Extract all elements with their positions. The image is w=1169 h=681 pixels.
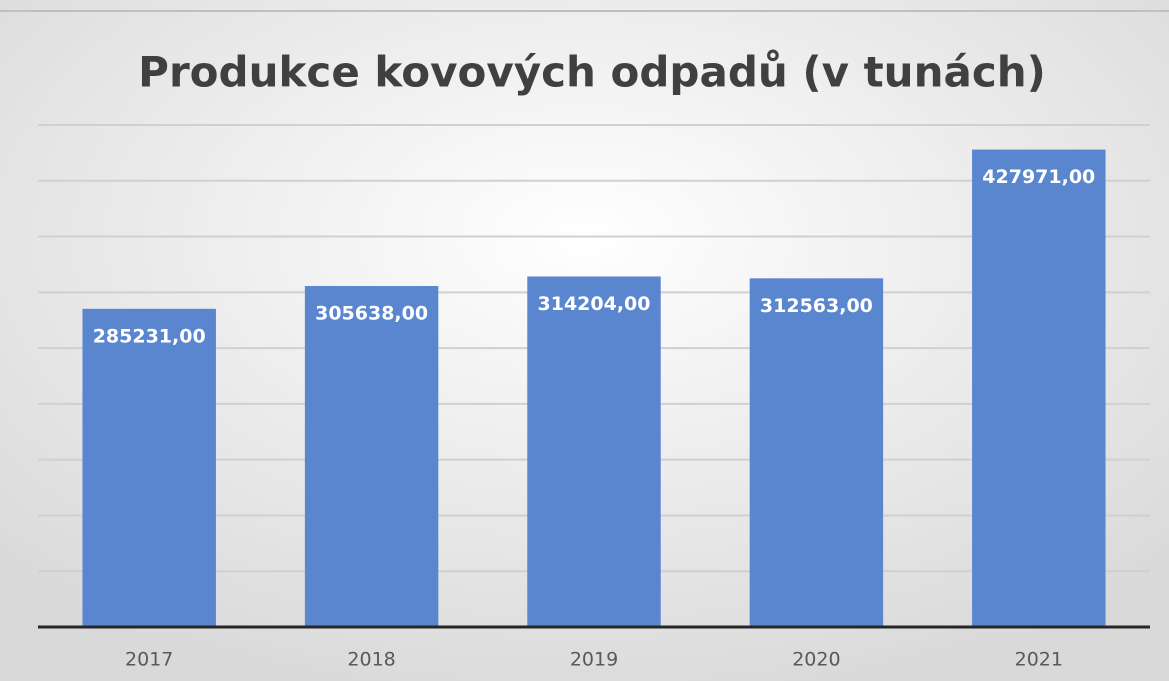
data-label: 314204,00 — [538, 293, 651, 315]
chart-title: Produkce kovových odpadů (v tunách) — [138, 48, 1046, 97]
bar — [304, 286, 439, 627]
bar — [82, 308, 216, 627]
data-label: 285231,00 — [93, 325, 206, 347]
bar — [527, 276, 661, 627]
x-tick-label: 2018 — [347, 649, 395, 671]
x-tick-label: 2017 — [125, 649, 173, 671]
data-label: 312563,00 — [760, 295, 873, 317]
bar — [749, 278, 884, 627]
x-tick-label: 2021 — [1015, 649, 1063, 671]
x-tick-label: 2020 — [792, 649, 840, 671]
bar — [972, 149, 1106, 627]
data-label: 427971,00 — [982, 166, 1095, 188]
x-tick-label: 2019 — [570, 649, 618, 671]
data-label: 305638,00 — [315, 303, 428, 325]
